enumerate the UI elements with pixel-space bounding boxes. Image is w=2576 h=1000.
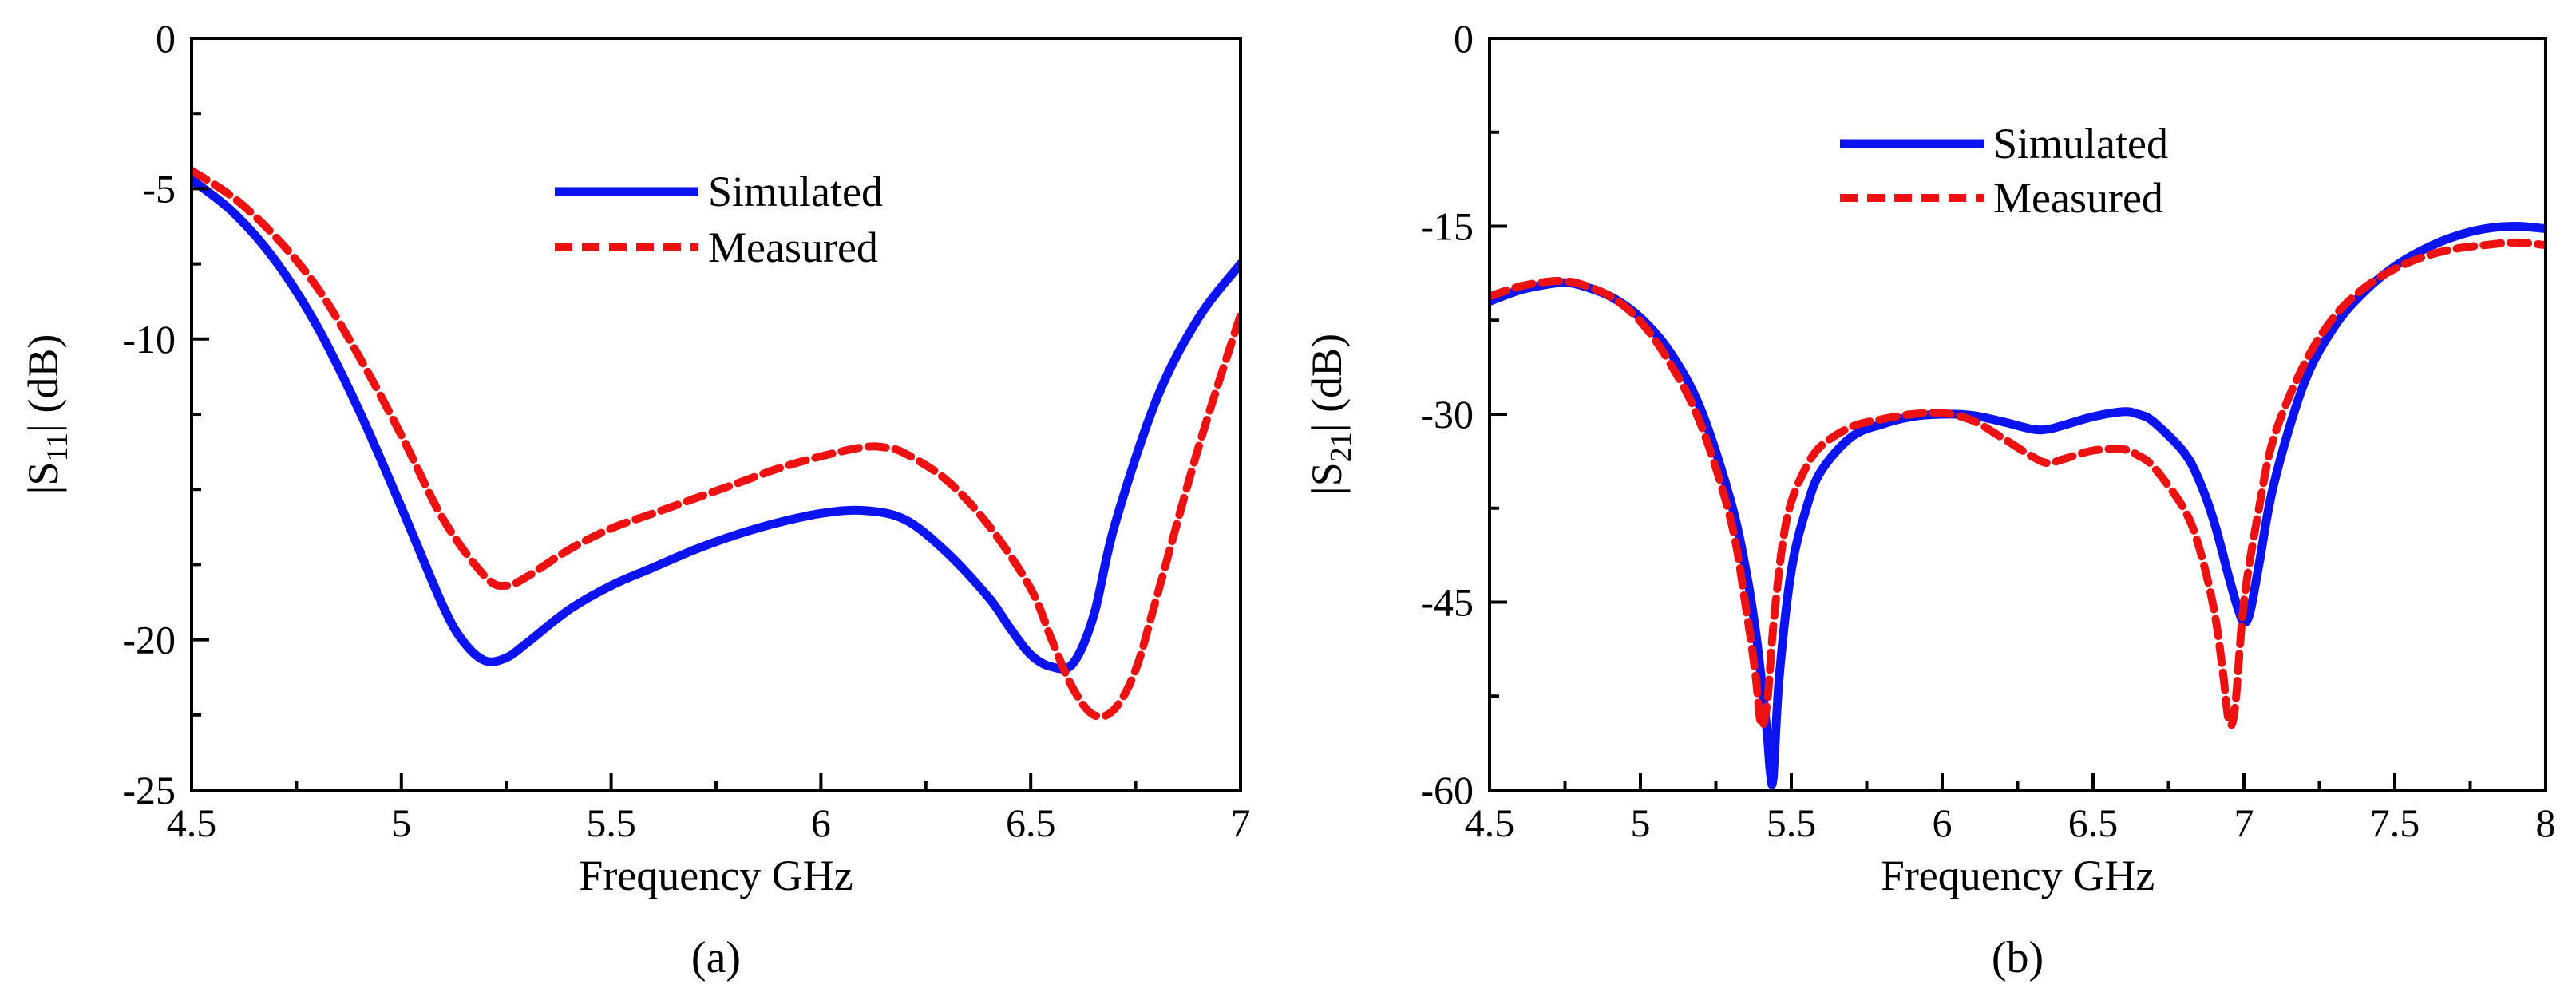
panel-b-x-tick-label: 8 [2536, 800, 2556, 845]
chart-panel-b: 4.5 5 5.5 6 6.5 7 7.5 8 0 -15 -30 -45 -60 Frequency G… [1303, 16, 2556, 982]
panel-a-y-tick-label: -20 [122, 618, 176, 662]
panel-b-legend: Simulated Measured [1840, 120, 2168, 222]
panel-a-y-tick-label: 0 [156, 16, 176, 61]
panel-b-y-tick-label: -30 [1420, 392, 1474, 437]
panel-b-legend-label-measured: Measured [1993, 174, 2163, 222]
panel-a-legend-label-simulated: Simulated [708, 168, 883, 215]
panel-b-legend-label-simulated: Simulated [1993, 120, 2168, 168]
panel-a-x-tick-label: 5 [391, 800, 411, 845]
panel-b-y-tick-label: 0 [1454, 16, 1474, 61]
panel-b-x-tick-label: 6.5 [2068, 800, 2119, 845]
panel-a-x-tick-label: 4.5 [167, 800, 217, 845]
panel-b-x-tick-label: 7.5 [2370, 800, 2420, 845]
panel-b-y-tick-label: -15 [1420, 204, 1474, 249]
panel-a-y-axis-title-subscript: 11 [41, 433, 74, 462]
panel-b-y-axis-title: |S21| (dB) [1303, 334, 1358, 495]
chart-panel-a: 4.5 5 5.5 6 6.5 7 0 -5 -10 -20 -25 Frequency GHz |S1… [19, 16, 1251, 982]
panel-a-legend: Simulated Measured [555, 168, 883, 271]
panel-a-y-axis-title-tail: | (dB) [19, 334, 67, 433]
panel-b-x-tick-label: 4.5 [1465, 800, 1515, 845]
panel-a-y-tick-label: -10 [122, 317, 176, 362]
panel-b-y-axis-title-main: |S [1303, 462, 1351, 495]
panel-b-caption: (b) [1992, 933, 2044, 982]
panel-b-y-axis-title-subscript: 21 [1324, 432, 1358, 462]
panel-a-y-tick-label: -5 [142, 166, 176, 211]
panel-b-x-axis-title: Frequency GHz [1881, 852, 2155, 899]
panel-b-y-tick-label: -45 [1420, 580, 1474, 625]
panel-a-x-tick-label: 6.5 [1006, 800, 1056, 845]
panel-b-x-tick-label: 5 [1631, 800, 1651, 845]
panel-b-series-measured-line [1490, 238, 2546, 730]
panel-a-y-axis-title: |S11| (dB) [19, 334, 74, 495]
panel-a-legend-label-measured: Measured [708, 223, 878, 271]
panel-a-series-simulated-line [192, 175, 1241, 674]
panel-b-series-simulated-line [1490, 222, 2546, 789]
panel-b-x-tick-label: 6 [1933, 800, 1953, 845]
panel-b-y-tick-label: -60 [1420, 768, 1474, 812]
panel-a-x-tick-label: 5.5 [586, 800, 636, 845]
panel-a-x-axis-title: Frequency GHz [579, 852, 853, 899]
panel-a-x-tick-label: 6 [811, 800, 831, 845]
panel-a-y-axis-title-main: |S [19, 462, 67, 495]
panel-b-y-axis-title-tail: | (dB) [1303, 334, 1351, 432]
panel-a-x-tick-label: 7 [1231, 800, 1251, 845]
panel-a-caption: (a) [691, 933, 741, 982]
panel-b-x-tick-label: 7 [2234, 800, 2254, 845]
panel-b-x-tick-label: 5.5 [1767, 800, 1817, 845]
panel-a-y-tick-label: -25 [122, 768, 176, 812]
panel-a-series-measured-line [192, 166, 1241, 721]
